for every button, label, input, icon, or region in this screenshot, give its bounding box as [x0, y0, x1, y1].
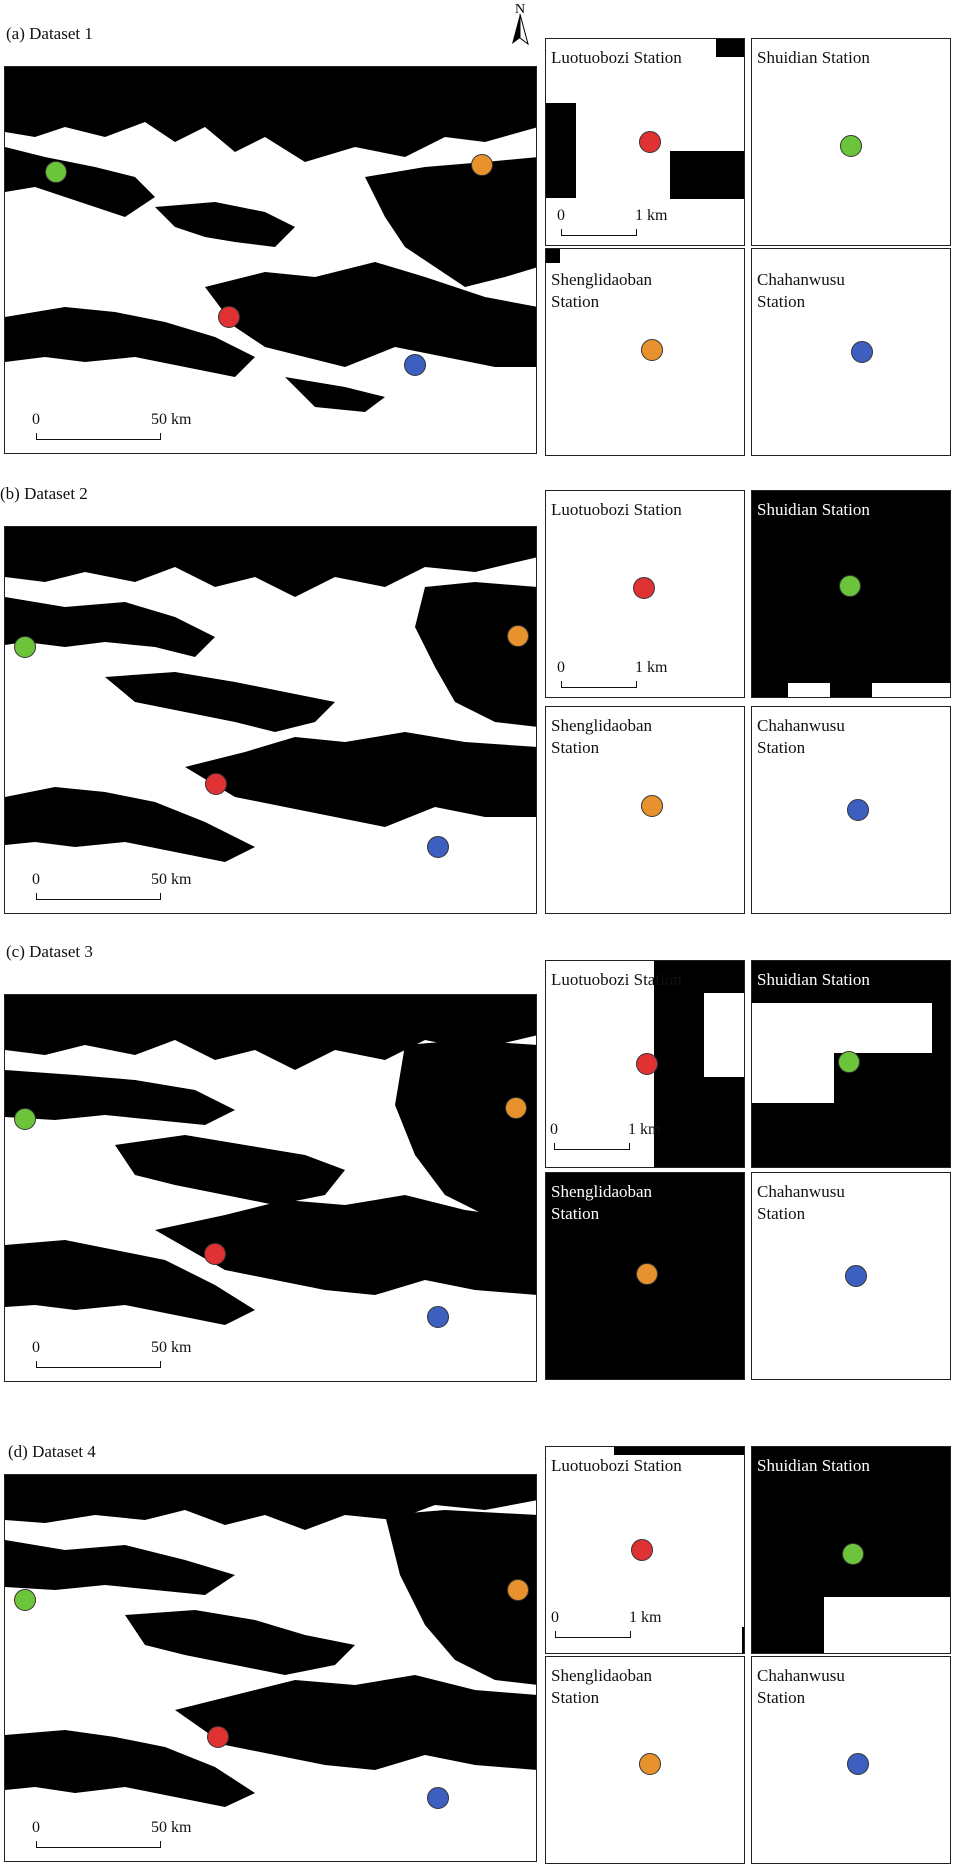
- station-name: Chahanwusu Station: [757, 1666, 845, 1707]
- panel-d-map: 0 50 km: [4, 1474, 537, 1862]
- luotuobozi-marker: [631, 1539, 653, 1561]
- shenglidaoban-marker: [636, 1263, 658, 1285]
- inset-d-shuidian: Shuidian Station: [751, 1446, 951, 1654]
- shuidian-marker: [14, 1589, 36, 1611]
- inset-a-luotuobozi: Luotuobozi Station 0 1 km: [545, 38, 745, 246]
- inset-b-luotuobozi: Luotuobozi Station 0 1 km: [545, 490, 745, 698]
- station-name: Shuidian Station: [757, 970, 870, 989]
- luotuobozi-marker: [639, 131, 661, 153]
- shuidian-marker: [842, 1543, 864, 1565]
- panel-a-title: (a) Dataset 1: [6, 24, 93, 43]
- shuidian-marker: [14, 636, 36, 658]
- inset-a-chahanwusu: Chahanwusu Station: [751, 248, 951, 456]
- inset-c-shenglidaoban: Shenglidaoban Station: [545, 1172, 745, 1380]
- station-name: Shuidian Station: [757, 1456, 870, 1475]
- shenglidaoban-marker: [507, 1579, 529, 1601]
- chahanwusu-marker: [427, 1787, 449, 1809]
- station-name: Shenglidaoban Station: [551, 1182, 653, 1223]
- station-name: Luotuobozi Station: [551, 500, 682, 519]
- inset-a-shenglidaoban: Shenglidaoban Station: [545, 248, 745, 456]
- shuidian-marker: [839, 575, 861, 597]
- shuidian-marker: [840, 135, 862, 157]
- luotuobozi-marker: [636, 1053, 658, 1075]
- panel-b-title: (b) Dataset 2: [0, 484, 88, 503]
- shenglidaoban-marker: [505, 1097, 527, 1119]
- inset-b-chahanwusu: Chahanwusu Station: [751, 706, 951, 914]
- station-name: Chahanwusu Station: [757, 716, 845, 757]
- station-name: Shuidian Station: [757, 500, 870, 519]
- shenglidaoban-marker: [507, 625, 529, 647]
- station-name: Luotuobozi Station: [551, 1456, 682, 1475]
- chahanwusu-marker: [851, 341, 873, 363]
- inset-c-luotuobozi: Luotuobozi Station 0 1 km: [545, 960, 745, 1168]
- station-name: Shenglidaoban Station: [551, 1666, 653, 1707]
- north-arrow-icon: N: [505, 0, 535, 46]
- panel-c-map: 0 50 km: [4, 994, 537, 1382]
- panel-d-title: (d) Dataset 4: [8, 1442, 96, 1461]
- chahanwusu-marker: [404, 354, 426, 376]
- luotuobozi-marker: [204, 1243, 226, 1265]
- chahanwusu-marker: [427, 1306, 449, 1328]
- shenglidaoban-marker: [641, 795, 663, 817]
- inset-b-shuidian: Shuidian Station: [751, 490, 951, 698]
- inset-d-shenglidaoban: Shenglidaoban Station: [545, 1656, 745, 1864]
- inset-d-luotuobozi: Luotuobozi Station 0 1 km: [545, 1446, 745, 1654]
- station-name: Chahanwusu Station: [757, 1182, 845, 1223]
- station-name: Shenglidaoban Station: [551, 716, 653, 757]
- shenglidaoban-marker: [471, 154, 493, 176]
- shuidian-marker: [45, 161, 67, 183]
- station-name: Shenglidaoban Station: [551, 270, 653, 311]
- inset-c-chahanwusu: Chahanwusu Station: [751, 1172, 951, 1380]
- station-name: Chahanwusu Station: [757, 270, 845, 311]
- inset-d-chahanwusu: Chahanwusu Station: [751, 1656, 951, 1864]
- shuidian-marker: [838, 1051, 860, 1073]
- luotuobozi-marker: [218, 306, 240, 328]
- panel-b-map: 0 50 km: [4, 526, 537, 914]
- station-name: Luotuobozi Station: [551, 970, 682, 989]
- luotuobozi-marker: [633, 577, 655, 599]
- chahanwusu-marker: [427, 836, 449, 858]
- north-label: N: [515, 2, 525, 17]
- station-name: Luotuobozi Station: [551, 48, 682, 67]
- shuidian-marker: [14, 1108, 36, 1130]
- luotuobozi-marker: [205, 773, 227, 795]
- chahanwusu-marker: [847, 1753, 869, 1775]
- station-name: Shuidian Station: [757, 48, 870, 67]
- inset-c-shuidian: Shuidian Station: [751, 960, 951, 1168]
- chahanwusu-marker: [845, 1265, 867, 1287]
- luotuobozi-marker: [207, 1726, 229, 1748]
- shenglidaoban-marker: [639, 1753, 661, 1775]
- panel-a-map: 0 50 km: [4, 66, 537, 454]
- inset-b-shenglidaoban: Shenglidaoban Station: [545, 706, 745, 914]
- shenglidaoban-marker: [641, 339, 663, 361]
- chahanwusu-marker: [847, 799, 869, 821]
- panel-c-title: (c) Dataset 3: [6, 942, 93, 961]
- inset-a-shuidian: Shuidian Station: [751, 38, 951, 246]
